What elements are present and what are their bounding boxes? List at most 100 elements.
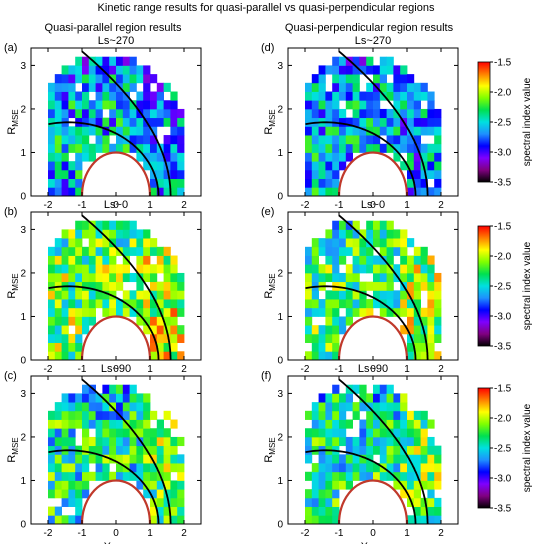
heatmap-cell [352,143,360,153]
heatmap-cell [143,428,151,438]
heatmap-cell [143,100,151,110]
heatmap-cell [54,428,62,438]
heatmap-cell [407,428,415,438]
heatmap-cell [352,82,360,92]
heatmap-cell [386,463,394,473]
heatmap-cell [102,65,110,75]
heatmap-cell [54,126,62,136]
heatmap-cell [420,515,428,525]
heatmap-cell [393,91,401,101]
heatmap-cell [88,454,96,464]
heatmap-cell [150,178,158,188]
heatmap-cell [95,264,103,274]
heatmap-cell [345,436,353,447]
heatmap-cell [163,152,171,162]
heatmap-cell [68,393,76,403]
heatmap-cell [102,246,110,256]
heatmap-cell [393,480,401,490]
heatmap-cell [332,333,340,343]
heatmap-cell [325,238,333,248]
heatmap-cell [122,229,130,239]
heatmap-cell [413,428,421,438]
heatmap-cell [82,152,90,162]
heatmap-cell [325,515,333,525]
heatmap-cell [54,436,62,447]
heatmap-cell [407,255,415,265]
mpb-boundary [305,121,417,196]
heatmap-cell [136,471,144,481]
heatmap-cell [109,56,117,66]
heatmap-cell [407,135,415,145]
heatmap-cell [318,402,326,412]
x-tick-label: 1 [147,528,153,539]
heatmap-cell [156,299,164,309]
heatmap-cell [332,384,340,394]
heatmap-cell [170,506,178,516]
heatmap-cell [366,255,374,265]
heatmap-cell [407,108,415,119]
heatmap-cell [339,117,347,127]
heatmap-cell [129,393,137,403]
heatmap-cell [61,307,69,317]
heatmap-cell [420,108,428,119]
panel-b: -2 -1 0 1 2 0 1 2 3(b) Ls~0 RMSE [4,199,202,375]
heatmap-cell [82,82,90,92]
heatmap-cell [61,497,69,507]
heatmap-cell [75,393,83,403]
heatmap-cell [109,428,117,438]
heatmap-cell [339,272,347,283]
heatmap-cell [109,454,117,464]
heatmap-cell [163,272,171,283]
heatmap-cell [48,169,56,179]
heatmap-cells [48,56,185,197]
heatmap-cell [400,65,408,75]
heatmap-cell [386,307,394,317]
heatmap-cell [407,264,415,274]
heatmap-cell [68,143,76,153]
heatmap-cell [136,290,144,300]
heatmap-cell [54,316,62,326]
heatmap-cell [393,82,401,92]
heatmap-cell [332,351,340,361]
heatmap-cell [359,100,367,110]
heatmap-cell [116,307,124,317]
heatmap-cell [434,281,442,291]
heatmap-cell [407,161,415,171]
heatmap-cell [75,74,83,84]
heatmap-cell [413,445,421,455]
heatmap-cell [48,187,56,197]
heatmap-cell [88,238,96,248]
heatmap-cell [156,117,164,127]
heatmap-cell [420,307,428,317]
heatmap-cell [407,454,415,464]
heatmap-cell [393,290,401,300]
heatmap-cell [61,74,69,84]
heatmap-cell [311,428,319,438]
heatmap-cell [420,333,428,343]
heatmap-cell [116,220,124,230]
heatmap-cell [82,307,90,317]
x-tick-label: -2 [301,364,310,375]
heatmap-cell [102,220,110,230]
heatmap-cell [386,272,394,283]
heatmap-cell [61,91,69,101]
heatmap-cell [54,143,62,153]
heatmap-cell [318,178,326,188]
heatmap-cell [61,393,69,403]
heatmap-cell [150,436,158,447]
heatmap-cell [305,497,313,507]
heatmap-cell [150,135,158,145]
colorbar-tick-label: -2.0 [494,88,512,99]
heatmap-cell [427,489,435,499]
heatmap-cell [136,117,144,127]
heatmap-cell [332,299,340,309]
heatmap-cell [366,56,374,66]
heatmap-cell [311,351,319,361]
heatmap-cell [413,436,421,447]
heatmap-cell [170,178,178,188]
heatmap-cell [339,126,347,136]
heatmap-cell [352,255,360,265]
heatmap-cell [393,100,401,110]
heatmap-cell [116,463,124,473]
heatmap-cell [82,471,90,481]
